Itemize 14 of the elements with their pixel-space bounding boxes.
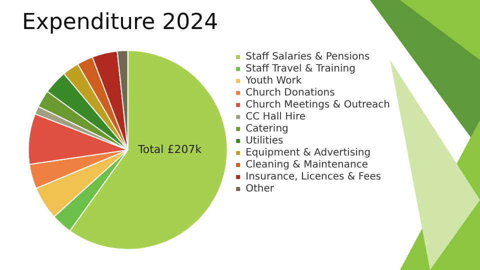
legend-label: Cleaning & Maintenance [246, 160, 368, 171]
legend-label: Youth Work [244, 76, 302, 87]
legend-label: Insurance, Licences & Fees [246, 172, 382, 183]
legend-label: Other [246, 184, 275, 195]
legend-label: Equipment & Advertising [246, 148, 371, 159]
text: Total £207k [137, 142, 202, 156]
legend-label: Catering [246, 124, 288, 135]
legend-label: Church Meetings & Outreach [246, 100, 390, 111]
legend-label: Utilities [246, 136, 284, 147]
legend-label: Staff Salaries & Pensions [246, 52, 370, 63]
chart-title: Expenditure 2024 [22, 10, 218, 35]
legend-label: Church Donations [246, 88, 335, 99]
legend-label: Staff Travel & Training [246, 64, 356, 75]
legend-label: CC Hall Hire [246, 112, 306, 123]
